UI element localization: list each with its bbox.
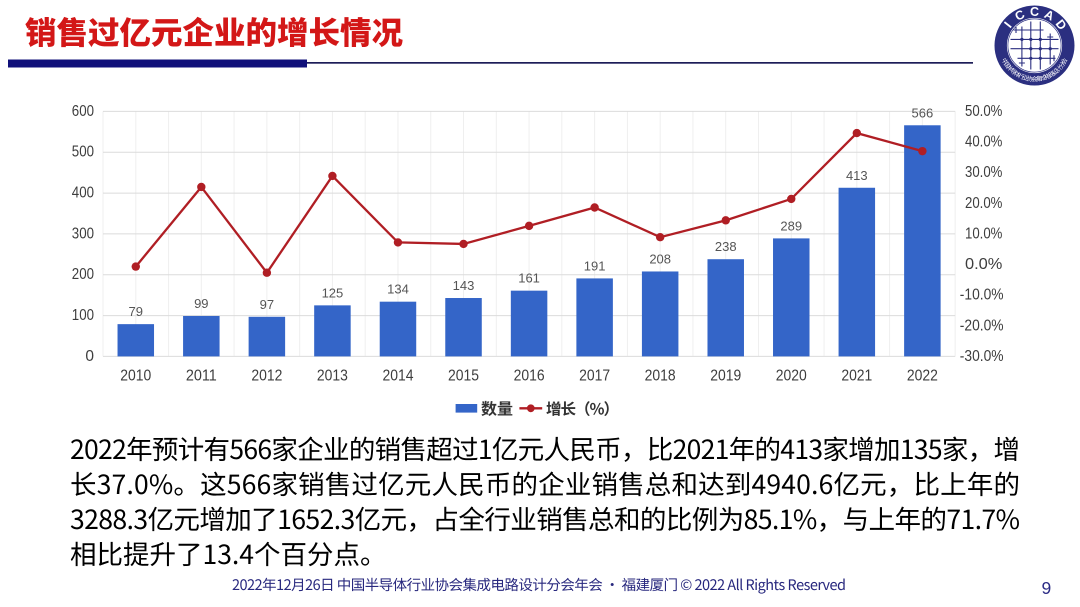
svg-text:2018: 2018 — [645, 368, 676, 385]
svg-text:2020: 2020 — [776, 368, 807, 385]
svg-text:500: 500 — [72, 144, 95, 161]
svg-text:413: 413 — [846, 168, 868, 183]
svg-text:134: 134 — [387, 282, 409, 297]
svg-text:2016: 2016 — [514, 368, 545, 385]
svg-text:I: I — [1002, 19, 1015, 30]
svg-text:40.0%: 40.0% — [965, 134, 1003, 151]
svg-text:2012: 2012 — [251, 368, 282, 385]
svg-text:2010: 2010 — [120, 368, 151, 385]
svg-text:2013: 2013 — [317, 368, 348, 385]
svg-text:0: 0 — [85, 348, 94, 365]
svg-text:2011: 2011 — [186, 368, 217, 385]
svg-text:566: 566 — [912, 105, 934, 120]
svg-text:2015: 2015 — [448, 368, 479, 385]
svg-text:238: 238 — [715, 239, 737, 254]
svg-text:100: 100 — [72, 307, 95, 324]
svg-text:79: 79 — [129, 304, 143, 319]
svg-text:C: C — [1030, 5, 1039, 19]
svg-text:300: 300 — [72, 225, 95, 242]
svg-text:0.0%: 0.0% — [965, 256, 1003, 273]
svg-text:600: 600 — [72, 103, 95, 120]
svg-text:2021: 2021 — [841, 368, 872, 385]
svg-text:289: 289 — [780, 218, 802, 233]
svg-text:10.0%: 10.0% — [965, 225, 1003, 242]
svg-text:2022: 2022 — [907, 368, 938, 385]
svg-text:20.0%: 20.0% — [965, 195, 1003, 212]
svg-text:143: 143 — [453, 278, 475, 293]
svg-text:50.0%: 50.0% — [965, 103, 1003, 120]
svg-text:-10.0%: -10.0% — [960, 287, 1004, 304]
svg-text:97: 97 — [260, 297, 274, 312]
svg-text:9: 9 — [1042, 578, 1052, 598]
svg-text:30.0%: 30.0% — [965, 164, 1003, 181]
svg-text:-30.0%: -30.0% — [960, 348, 1004, 365]
svg-text:-20.0%: -20.0% — [960, 317, 1004, 334]
svg-text:125: 125 — [322, 285, 344, 300]
svg-text:2017: 2017 — [579, 368, 610, 385]
svg-text:161: 161 — [518, 271, 540, 286]
svg-text:208: 208 — [649, 251, 671, 266]
svg-text:400: 400 — [72, 184, 95, 201]
svg-text:191: 191 — [584, 258, 606, 273]
svg-text:99: 99 — [194, 296, 208, 311]
svg-text:200: 200 — [72, 266, 95, 283]
svg-text:2014: 2014 — [382, 368, 413, 385]
svg-text:2019: 2019 — [710, 368, 741, 385]
